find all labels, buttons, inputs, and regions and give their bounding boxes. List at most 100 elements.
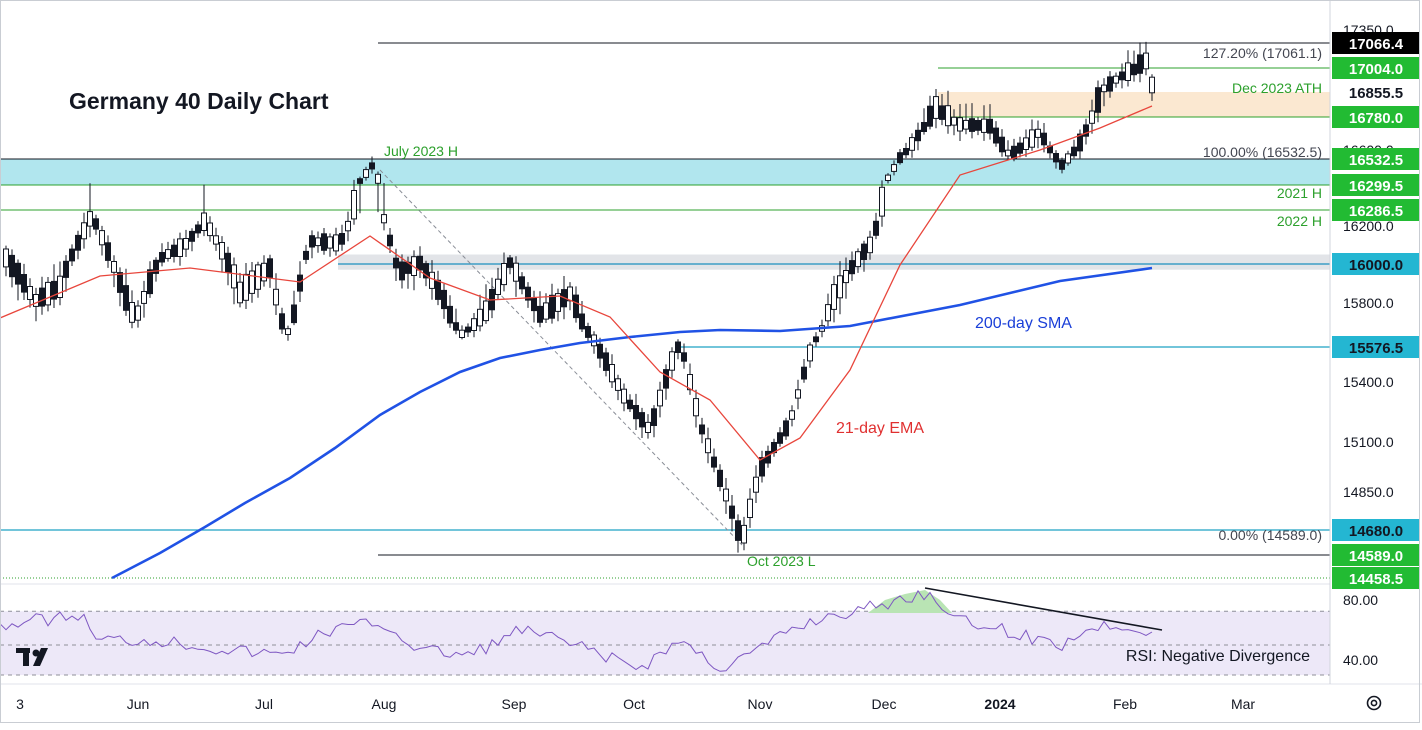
candles-layer	[3, 41, 1155, 553]
candle	[81, 212, 87, 249]
candle	[339, 224, 345, 251]
candle-body	[81, 222, 87, 240]
candle-body	[63, 260, 69, 278]
ema-21-line	[0, 105, 1153, 461]
candle-body	[1023, 137, 1029, 150]
candle	[231, 257, 237, 305]
candle-body	[165, 249, 171, 259]
candle	[1059, 157, 1065, 174]
candle	[915, 122, 921, 151]
candle	[831, 275, 837, 323]
candle-body	[57, 275, 63, 299]
candle	[219, 236, 225, 273]
candle-body	[459, 329, 465, 339]
candle	[387, 228, 393, 253]
candle	[147, 261, 153, 298]
rsi-band	[0, 611, 1330, 676]
candle-body	[741, 524, 747, 544]
candle	[333, 227, 339, 256]
support-zone	[338, 254, 1330, 270]
candle	[1035, 120, 1041, 149]
candle-body	[549, 294, 555, 319]
x-tick-label: Mar	[1231, 696, 1255, 712]
candle-body	[117, 272, 123, 293]
candle-body	[249, 270, 255, 294]
candle	[1071, 139, 1077, 159]
candle	[543, 293, 549, 323]
candle-body	[657, 389, 663, 407]
candle	[1131, 50, 1137, 82]
candle	[1041, 123, 1047, 153]
candle-body	[609, 364, 615, 383]
candle-body	[453, 322, 459, 331]
annotation-label: RSI: Negative Divergence	[1126, 648, 1310, 665]
candle	[669, 347, 675, 378]
candle-body	[729, 505, 735, 519]
candle	[459, 325, 465, 340]
lines-layer	[0, 42, 1330, 579]
candle	[741, 516, 747, 551]
candle	[933, 89, 939, 129]
candle-body	[687, 374, 693, 391]
annotation-label: 2022 H	[1277, 213, 1322, 229]
candle-body	[981, 118, 987, 133]
candle-body	[225, 252, 231, 274]
candle	[921, 108, 927, 135]
candle	[657, 381, 663, 418]
candle-body	[861, 243, 867, 261]
candle-body	[603, 352, 609, 371]
candle	[261, 255, 267, 287]
candle	[15, 259, 21, 301]
candle-body	[621, 388, 627, 404]
candle-body	[807, 344, 813, 362]
candle-body	[1029, 129, 1035, 148]
price-label-text: 16000.0	[1349, 257, 1403, 274]
candle	[207, 216, 213, 242]
x-tick-label: Oct	[623, 696, 645, 712]
candle-body	[777, 432, 783, 444]
candle	[843, 257, 849, 299]
candle	[357, 176, 363, 214]
candle-body	[507, 257, 513, 268]
candle	[981, 105, 987, 141]
x-tick-label: Aug	[372, 696, 397, 712]
candle-body	[747, 498, 753, 519]
candle-body	[1083, 124, 1089, 137]
candle	[1077, 129, 1083, 159]
candle	[1119, 63, 1125, 89]
y-tick-label: 14850.0	[1343, 484, 1394, 500]
candle	[783, 417, 789, 440]
price-label-text: 17004.0	[1349, 61, 1403, 78]
candle	[57, 261, 63, 306]
candle-body	[699, 424, 705, 435]
rsi-line	[0, 589, 1153, 672]
candle	[1023, 129, 1029, 157]
candle	[735, 514, 741, 553]
price-label-bg	[1332, 567, 1420, 589]
candle-body	[267, 258, 273, 278]
candle-body	[927, 105, 933, 127]
candle	[303, 244, 309, 264]
candle	[1005, 140, 1011, 160]
candle-body	[135, 305, 141, 321]
candle-body	[1035, 128, 1041, 138]
gear-icon[interactable]	[1364, 693, 1384, 713]
candle	[495, 267, 501, 300]
candle-body	[645, 421, 651, 433]
candle-body	[525, 286, 531, 301]
tradingview-logo[interactable]	[14, 645, 54, 669]
candle-body	[51, 280, 57, 300]
candle-body	[897, 152, 903, 164]
ma-layer	[0, 105, 1153, 580]
candle	[87, 183, 93, 238]
x-tick-label: Jul	[255, 696, 273, 712]
candle	[555, 288, 561, 322]
divergence-line	[924, 587, 1163, 631]
y-tick-label: 15100.0	[1343, 434, 1394, 450]
candle-body	[639, 412, 645, 428]
price-label-text: 15576.5	[1349, 340, 1403, 357]
candle	[759, 450, 765, 483]
candle	[603, 347, 609, 377]
candle-body	[825, 304, 831, 322]
candle	[1149, 74, 1155, 101]
